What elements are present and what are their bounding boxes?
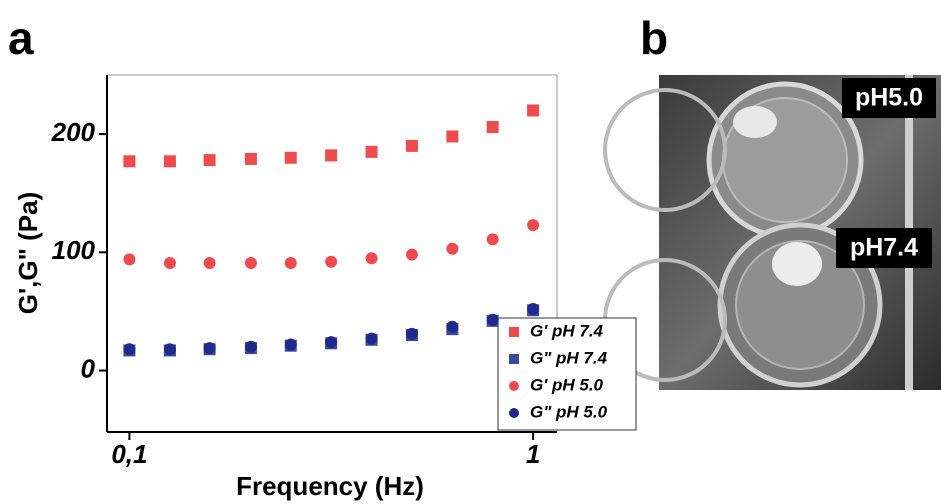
point — [446, 320, 459, 333]
point — [123, 253, 136, 266]
point — [244, 256, 257, 269]
point — [486, 313, 499, 326]
point — [123, 155, 136, 168]
x-tick-label: 1 — [526, 439, 540, 469]
point — [527, 104, 540, 117]
point — [163, 343, 176, 356]
point — [486, 121, 499, 134]
point — [365, 332, 378, 345]
point — [203, 256, 216, 269]
point — [163, 256, 176, 269]
point — [405, 139, 418, 152]
x-axis-label: Frequency (Hz) — [236, 471, 424, 501]
legend — [497, 317, 637, 431]
legend-marker — [509, 327, 519, 337]
photo-label: pH7.4 — [850, 234, 918, 262]
photo-label: pH5.0 — [855, 84, 923, 112]
point — [325, 149, 338, 162]
point — [244, 152, 257, 165]
photo-label-box — [836, 228, 932, 268]
point — [446, 242, 459, 255]
panel-label: a — [8, 12, 34, 64]
point — [163, 155, 176, 168]
point — [405, 327, 418, 340]
point — [284, 338, 297, 351]
legend-marker — [509, 381, 519, 391]
legend-label: G" pH 5.0 — [530, 402, 608, 421]
point — [284, 151, 297, 164]
legend-label: G' pH 5.0 — [530, 375, 604, 394]
point — [365, 252, 378, 265]
point — [325, 255, 338, 268]
point — [486, 233, 499, 246]
panel-label: b — [640, 12, 668, 64]
legend-marker — [509, 408, 519, 418]
point — [405, 248, 418, 261]
y-tick-label: 100 — [52, 235, 96, 265]
point — [325, 336, 338, 349]
legend-label: G" pH 7.4 — [530, 348, 608, 367]
y-axis-label: G',G" (Pa) — [13, 192, 43, 315]
point — [203, 154, 216, 167]
point — [446, 130, 459, 143]
point — [527, 303, 540, 316]
photo-label-box — [842, 78, 936, 118]
point — [244, 340, 257, 353]
point — [123, 343, 136, 356]
y-tick-label: 200 — [51, 117, 96, 147]
legend-marker — [509, 354, 519, 364]
point — [284, 256, 297, 269]
point — [365, 145, 378, 158]
point — [203, 342, 216, 355]
y-tick-label: 0 — [81, 353, 96, 383]
x-tick-label: 0,1 — [111, 439, 147, 469]
legend-label: G' pH 7.4 — [530, 321, 604, 340]
point — [527, 219, 540, 232]
